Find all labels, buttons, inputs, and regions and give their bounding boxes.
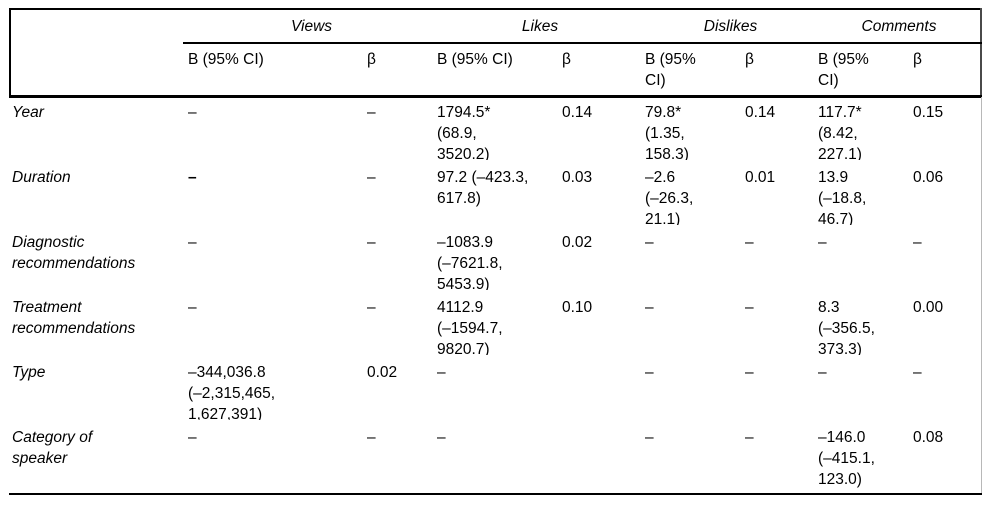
cell-type-dislikes-beta: – <box>745 364 754 381</box>
cell-category-views-beta: – <box>367 429 376 446</box>
header-left-border <box>9 8 11 97</box>
subheader-likes-b: B (95% CI) <box>437 51 513 68</box>
cell-duration-comments-beta: 0.06 <box>913 169 944 186</box>
cell-duration-views-b: – <box>188 169 197 186</box>
cell-year-views-b: – <box>188 104 197 121</box>
bottom-rule <box>9 493 982 495</box>
cell-year-dislikes-beta: 0.14 <box>745 104 776 121</box>
row-label-duration: Duration <box>12 169 71 186</box>
cell-category-views-b: – <box>188 429 197 446</box>
cell-category-comments-beta: 0.08 <box>913 429 944 446</box>
cell-duration-comments-b: 13.9 (–18.8, 46.7) <box>818 169 867 225</box>
cell-category-likes-b: – <box>437 429 446 446</box>
cell-year-comments-beta: 0.15 <box>913 104 944 121</box>
cell-diagnostic-comments-beta: – <box>913 234 922 251</box>
cell-treatment-comments-b: 8.3 (–356.5, 373.3) <box>818 299 875 355</box>
cell-duration-views-beta: – <box>367 169 376 186</box>
header-body-separator-rule <box>9 95 982 98</box>
top-rule <box>9 8 982 10</box>
cell-diagnostic-likes-beta: 0.02 <box>562 234 593 251</box>
group-header-spacer <box>11 8 187 42</box>
cell-category-likes-beta <box>561 420 644 493</box>
group-header-underline <box>183 42 982 44</box>
cell-diagnostic-likes-b: –1083.9 (–7621.8, 5453.9) <box>437 234 503 290</box>
cell-year-likes-beta: 0.14 <box>562 104 593 121</box>
cell-treatment-views-beta: – <box>367 299 376 316</box>
cell-duration-likes-b: 97.2 (–423.3, 617.8) <box>437 169 529 207</box>
subheader-views-b: B (95% CI) <box>188 51 264 68</box>
cell-category-comments-b: –146.0 (–415.1, 123.0) <box>818 429 875 488</box>
cell-year-views-beta: – <box>367 104 376 121</box>
column-group-views: Views <box>290 18 333 35</box>
cell-treatment-dislikes-beta: – <box>745 299 754 316</box>
column-group-likes: Likes <box>521 18 559 35</box>
subheader-comments-beta: β <box>913 51 922 68</box>
subheader-dislikes-b: B (95% CI) <box>645 51 696 89</box>
cell-diagnostic-dislikes-beta: – <box>745 234 754 251</box>
row-label-category-of-speaker: Category of speaker <box>12 429 93 467</box>
row-label-diagnostic-recommendations: Diagnostic recommendations <box>12 234 136 272</box>
row-label-type: Type <box>12 364 46 381</box>
subheader-spacer <box>11 42 187 95</box>
cell-treatment-likes-beta: 0.10 <box>562 299 593 316</box>
cell-year-comments-b: 117.7* (8.42, 227.1) <box>818 104 862 160</box>
cell-type-views-beta: 0.02 <box>367 364 398 381</box>
cell-duration-dislikes-beta: 0.01 <box>745 169 776 186</box>
cell-year-dislikes-b: 79.8* (1.35, 158.3) <box>645 104 689 160</box>
cell-treatment-dislikes-b: – <box>645 299 654 316</box>
cell-category-dislikes-b: – <box>645 429 654 446</box>
subheader-comments-b: B (95% CI) <box>818 51 869 89</box>
subheader-dislikes-beta: β <box>745 51 754 68</box>
cell-duration-likes-beta: 0.03 <box>562 169 593 186</box>
cell-treatment-likes-b: 4112.9 (–1594.7, 9820.7) <box>437 299 503 355</box>
cell-treatment-comments-beta: 0.00 <box>913 299 944 316</box>
regression-table: Views Likes Dislikes Comments B (95% CI)… <box>11 8 981 493</box>
subheader-views-beta: β <box>367 51 376 68</box>
cell-diagnostic-dislikes-b: – <box>645 234 654 251</box>
column-group-dislikes: Dislikes <box>703 18 758 35</box>
cell-type-views-b: –344,036.8 (–2,315,465, 1,627,391) <box>188 364 276 420</box>
cell-category-dislikes-beta: – <box>745 429 754 446</box>
header-right-border <box>980 8 982 97</box>
cell-diagnostic-comments-b: – <box>818 234 827 251</box>
cell-year-likes-b: 1794.5* (68.9, 3520.2) <box>437 104 491 160</box>
cell-type-dislikes-b: – <box>645 364 654 381</box>
cell-diagnostic-views-b: – <box>188 234 197 251</box>
cell-type-comments-beta: – <box>913 364 922 381</box>
cell-type-likes-beta <box>561 355 644 420</box>
row-label-treatment-recommendations: Treatment recommendations <box>12 299 136 337</box>
cell-type-comments-b: – <box>818 364 827 381</box>
cell-diagnostic-views-beta: – <box>367 234 376 251</box>
subheader-likes-beta: β <box>562 51 571 68</box>
cell-treatment-views-b: – <box>188 299 197 316</box>
row-label-year: Year <box>12 104 44 121</box>
cell-type-likes-b: – <box>437 364 446 381</box>
table-right-edge-line <box>981 97 982 495</box>
column-group-comments: Comments <box>861 18 937 35</box>
cell-duration-dislikes-b: –2.6 (–26.3, 21.1) <box>645 169 694 225</box>
